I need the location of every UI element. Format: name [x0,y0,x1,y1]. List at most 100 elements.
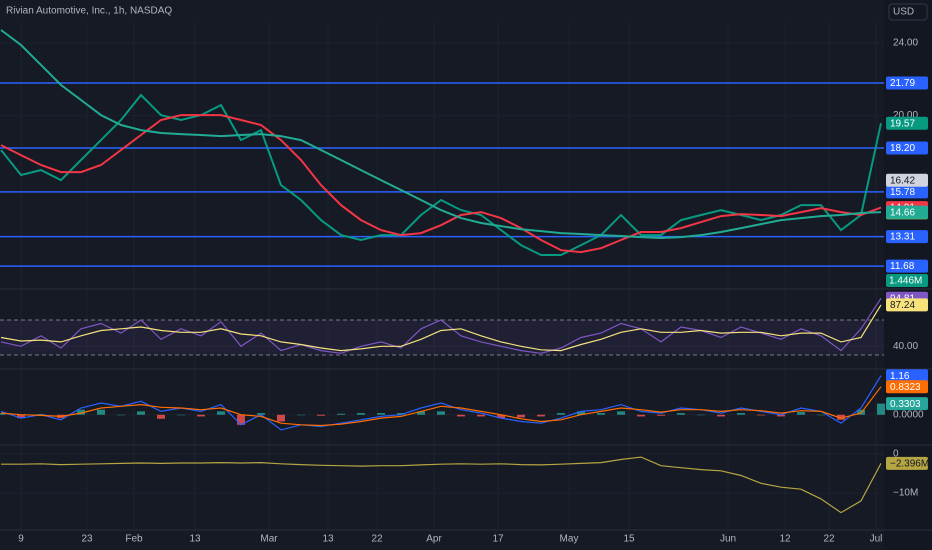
histogram-bar [697,414,705,416]
histogram-bar [177,414,185,416]
chart-title: Rivian Automotive, Inc., 1h, NASDAQ [6,6,172,17]
histogram-bar [337,413,345,415]
series-line [0,386,882,427]
x-tick-label: 15 [623,534,635,545]
x-tick-label: 12 [779,534,791,545]
currency[interactable]: USD [893,7,914,18]
histogram-bar [657,414,665,416]
series-line [0,93,882,256]
last-value-badge-bg [886,369,928,383]
histogram-bar [357,413,365,415]
histogram-bar [837,414,845,420]
x-tick-label: 13 [189,534,201,545]
currency-box[interactable] [888,3,928,21]
histogram-bar [497,414,505,419]
histogram-bar [477,414,485,417]
x-tick-label: 22 [823,534,835,545]
histogram-bar [277,414,285,422]
volume-badge-bg [886,274,928,287]
marker-badge: 16.42 [890,175,915,186]
x-tick-label: May [560,534,579,545]
last-value-badge: 1.16 [890,371,910,382]
histogram-bar [577,411,585,415]
histogram-bar [457,414,465,417]
x-tick-label: Feb [125,534,143,545]
y-tick-label: 24.00 [893,38,918,49]
histogram-bar [557,413,565,415]
histogram-bar [217,411,225,415]
level-badge: 11.68 [890,261,915,272]
x-tick-label: 13 [322,534,334,545]
level-badge: 15.78 [890,187,915,198]
histogram-bar [877,403,885,415]
last-value-badge: 0.8323 [890,382,921,393]
x-tick-label: 23 [81,534,93,545]
last-value-badge-bg [886,116,928,130]
histogram-bar [297,414,305,416]
histogram-bar [397,413,405,415]
histogram-bar [137,411,145,415]
last-value-badge: −2.396M [890,459,929,470]
marker-badge-bg [886,173,928,187]
histogram-bar [517,414,525,418]
histogram-bar [257,413,265,415]
last-value-badge-bg [886,298,928,312]
histogram-bar [317,414,325,416]
series-line [0,304,882,352]
volume-badge: 1.446M [889,276,922,287]
level-badge-bg [886,259,928,273]
histogram-bar [197,414,205,417]
histogram-bar [677,413,685,415]
histogram-bar [537,414,545,417]
histogram-bar [777,414,785,417]
level-badge-bg [886,185,928,199]
last-value-badge: 87.24 [890,300,915,311]
x-tick-label: Jun [720,534,736,545]
histogram-bar [737,413,745,415]
histogram-bar [597,413,605,415]
x-tick-label: 9 [18,534,24,545]
x-tick-label: 22 [371,534,383,545]
histogram-bar [817,414,825,416]
series-line [0,29,882,240]
level-badge: 18.20 [890,143,915,154]
series-line [0,114,882,254]
x-tick-label: Apr [426,534,442,545]
histogram-bar [417,411,425,415]
histogram-badge-bg [886,397,928,411]
histogram-bar [237,414,245,425]
histogram-bar [0,413,5,415]
last-value-badge-bg [886,380,928,394]
x-tick-label: Jul [870,534,883,545]
histogram-badge: 0.3303 [890,399,921,410]
histogram-bar [117,414,125,416]
y-tick-label: 0.0000 [893,409,924,420]
y-tick-label: 20.00 [893,110,918,121]
last-value-badge: 14.66 [890,207,915,218]
last-value-badge-bg [886,205,928,219]
histogram-bar [717,414,725,417]
x-tick-label: Mar [260,534,278,545]
level-badge: 21.79 [890,78,915,89]
histogram-bar [97,409,105,415]
histogram-bar [757,414,765,416]
y-tick-label: 0 [893,449,899,460]
histogram-bar [377,413,385,415]
y-tick-label: −10M [893,488,918,499]
level-badge-bg [886,141,928,155]
histogram-bar [617,411,625,415]
series-line [1,456,882,514]
histogram-bar [797,412,805,415]
histogram-bar [437,411,445,415]
x-tick-label: 17 [492,534,504,545]
histogram-bar [157,414,165,419]
last-value-badge-bg [886,456,928,470]
histogram-bar [77,409,85,415]
histogram-bar [637,414,645,417]
level-badge-bg [886,76,928,90]
last-value-badge: 19.57 [890,118,915,129]
level-badge-bg [886,230,928,244]
